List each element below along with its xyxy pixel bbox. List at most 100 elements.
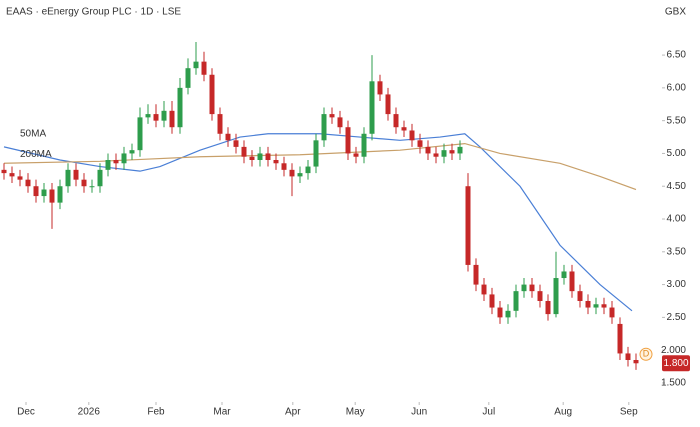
y-tick-label: 2.50 — [667, 312, 687, 323]
candle-body — [449, 150, 455, 154]
candle-body — [233, 140, 239, 147]
y-tick-label: 4.50 — [667, 181, 687, 192]
candle-body — [1, 169, 7, 174]
marker-label: D — [643, 349, 650, 359]
candle-body — [313, 140, 319, 167]
x-tick-label: Aug — [554, 407, 572, 418]
candle-body — [73, 169, 79, 180]
x-tick-label: Feb — [147, 407, 165, 418]
candle-body — [137, 117, 143, 151]
candle-body — [17, 176, 23, 180]
candle-body — [569, 271, 575, 292]
candle-body — [225, 133, 231, 141]
candle-body — [617, 323, 623, 354]
candle-body — [481, 284, 487, 295]
candle-body — [497, 307, 503, 318]
x-tick-label: Sep — [620, 407, 638, 418]
candle-body — [321, 114, 327, 141]
candle-body — [545, 300, 551, 315]
candle-body — [193, 61, 199, 69]
candle-body — [521, 284, 527, 292]
y-tick-label: 4.00 — [667, 214, 687, 225]
candle-body — [25, 179, 31, 187]
candle-body — [153, 114, 159, 121]
candle-body — [209, 74, 215, 115]
candle-body — [89, 186, 95, 188]
candle-body — [81, 179, 87, 187]
candle-body — [169, 110, 175, 128]
candle-body — [433, 153, 439, 157]
y-tick-label: 5.00 — [667, 148, 687, 159]
candle-body — [401, 127, 407, 131]
candle-body — [441, 150, 447, 157]
candle-body — [409, 130, 415, 141]
candle-body — [393, 114, 399, 128]
candle-body — [505, 310, 511, 318]
candle-body — [201, 61, 207, 75]
candle-body — [113, 160, 119, 164]
candle-body — [9, 173, 15, 177]
chart-title: EAAS · eEnergy Group PLC · 1D · LSE — [6, 7, 181, 18]
candle-body — [161, 110, 167, 121]
y-tick-label: 5.50 — [667, 115, 687, 126]
candle-body — [553, 278, 559, 315]
candle-body — [177, 87, 183, 128]
candle-body — [601, 304, 607, 308]
currency: GBX — [665, 7, 686, 18]
candle-body — [185, 68, 191, 88]
candle-body — [41, 189, 47, 197]
marker-badge — [639, 347, 653, 361]
candle-body — [145, 114, 151, 118]
candle-body — [489, 294, 495, 308]
candle-body — [97, 169, 103, 187]
candle-body — [57, 186, 63, 203]
x-tick-label: May — [346, 407, 365, 418]
ma-line — [3, 142, 637, 191]
candle-body — [33, 186, 39, 197]
candle-body — [473, 264, 479, 285]
candle-body — [329, 114, 335, 118]
y-tick-label: 6.50 — [667, 50, 687, 61]
candle-body — [49, 189, 55, 203]
x-tick-label: Dec — [17, 407, 35, 418]
candle-body — [417, 140, 423, 147]
candle-body — [289, 169, 295, 177]
ma-label: 200MA — [20, 149, 52, 160]
candle-body — [609, 307, 615, 318]
candle-body — [337, 117, 343, 128]
y-tick-label: 3.50 — [667, 246, 687, 257]
candle-body — [217, 114, 223, 134]
candle-body — [625, 353, 631, 360]
y-tick-label: 2.000 — [661, 345, 686, 356]
ma-line — [3, 133, 633, 312]
ma-label: 50MA — [20, 129, 46, 140]
x-tick-label: Jul — [482, 407, 495, 418]
candle-body — [369, 81, 375, 134]
price-tag-label: 1.800 — [663, 358, 688, 369]
x-tick-label: Mar — [213, 407, 231, 418]
candle-body — [633, 360, 639, 364]
candle-body — [297, 173, 303, 177]
candle-body — [513, 291, 519, 311]
candle-body — [241, 146, 247, 157]
candle-body — [273, 160, 279, 164]
candle-body — [537, 291, 543, 301]
y-tick-label: 3.00 — [667, 279, 687, 290]
candle-body — [105, 160, 111, 170]
candle-body — [377, 81, 383, 95]
candle-body — [249, 156, 255, 160]
candle-body — [305, 166, 311, 174]
candle-body — [585, 300, 591, 308]
candle-body — [121, 153, 127, 164]
price-tag — [662, 355, 690, 372]
candle-body — [457, 146, 463, 154]
x-tick-label: Jun — [411, 407, 427, 418]
candle-body — [385, 94, 391, 115]
y-tick-label: 1.500 — [661, 378, 686, 389]
candle-body — [465, 186, 471, 265]
candle-body — [129, 150, 135, 154]
candle-body — [257, 153, 263, 160]
candle-body — [529, 284, 535, 292]
